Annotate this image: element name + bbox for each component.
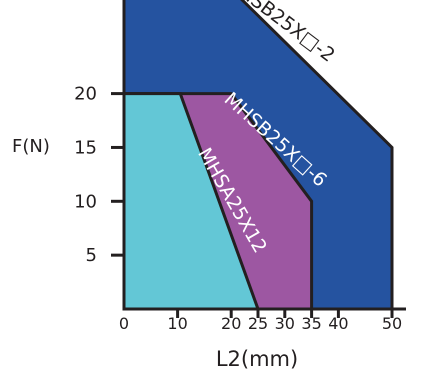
x-tick-label-40: 40: [328, 314, 348, 333]
y-tick-label-20: 20: [74, 84, 97, 105]
x-tick-label-25: 25: [248, 314, 268, 333]
x-axis-title: L2(mm): [216, 347, 298, 371]
y-tick-label-15: 15: [74, 137, 97, 158]
y-tick-label-5: 5: [86, 245, 97, 266]
x-tick-label-35: 35: [301, 314, 321, 333]
x-tick-label-20: 20: [221, 314, 241, 333]
plot-regions: [122, 0, 394, 311]
x-tick-label-30: 30: [275, 314, 295, 333]
axes: 510152030010202530354050: [74, 0, 406, 333]
y-axis-title: F(N): [12, 136, 50, 157]
x-tick-label-50: 50: [382, 314, 402, 333]
x-tick-label-10: 10: [167, 314, 187, 333]
x-tick-label-0: 0: [119, 314, 129, 333]
y-tick-label-10: 10: [74, 191, 97, 212]
